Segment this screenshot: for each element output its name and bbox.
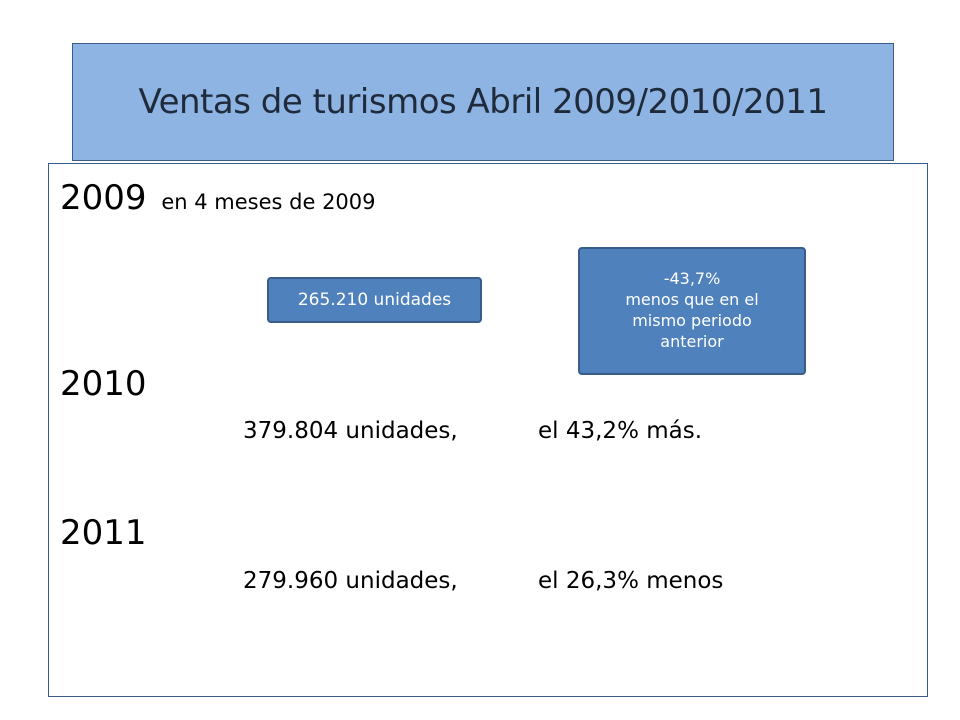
units-2009-text: 265.210 unidades: [297, 290, 452, 310]
change-2009-callout: -43,7% menos que en el mismo periodo ant…: [578, 247, 806, 375]
year-2009-heading: 2009 en 4 meses de 2009: [60, 178, 376, 218]
change-2011-text: el 26,3% menos: [538, 568, 724, 594]
change-2009-percent: -43,7%: [663, 269, 721, 289]
units-2009-callout: 265.210 unidades: [267, 277, 482, 323]
year-2010-label: 2010: [60, 364, 147, 404]
year-2009-label: 2009: [60, 178, 147, 218]
change-2010-text: el 43,2% más.: [538, 418, 703, 444]
title-box: Ventas de turismos Abril 2009/2010/2011: [72, 43, 894, 161]
content-box: [48, 163, 928, 697]
change-2009-line2: mismo periodo: [632, 311, 752, 330]
units-2011-text: 279.960 unidades,: [243, 568, 458, 594]
change-2009-line1: menos que en el: [625, 290, 759, 310]
slide-title: Ventas de turismos Abril 2009/2010/2011: [138, 82, 828, 122]
change-2009-line3: anterior: [660, 331, 724, 351]
units-2010-text: 379.804 unidades,: [243, 418, 458, 444]
year-2009-subtitle: en 4 meses de 2009: [161, 190, 376, 214]
year-2011-label: 2011: [60, 513, 147, 553]
